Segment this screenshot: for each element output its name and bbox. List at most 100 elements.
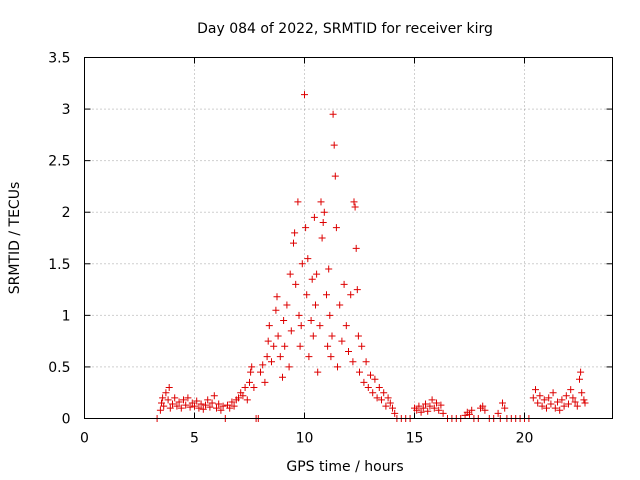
data-point <box>177 404 185 412</box>
data-point <box>307 317 315 325</box>
y-tick-label: 0.5 <box>48 360 70 376</box>
data-point <box>320 208 328 216</box>
data-point <box>331 172 339 180</box>
data-point <box>199 405 207 413</box>
data-point <box>415 402 423 410</box>
grid-lines <box>84 57 613 419</box>
data-point <box>308 275 316 283</box>
data-point <box>318 234 326 242</box>
data-point <box>532 386 539 394</box>
data-point <box>310 213 318 221</box>
data-point <box>273 293 281 301</box>
data-point <box>270 342 278 350</box>
data-point <box>226 404 234 412</box>
data-point <box>336 301 344 309</box>
data-point <box>543 404 550 412</box>
data-point <box>576 375 583 383</box>
data-point <box>554 398 561 406</box>
data-point <box>547 400 555 408</box>
data-point <box>305 353 313 361</box>
axis-ticks <box>84 57 613 419</box>
data-point <box>316 322 324 330</box>
data-point <box>265 322 273 330</box>
data-point <box>268 358 275 366</box>
data-point <box>235 394 242 402</box>
data-point <box>162 389 170 397</box>
data-point <box>328 332 336 340</box>
data-point <box>426 402 434 410</box>
data-point <box>228 398 236 406</box>
data-point <box>342 322 350 330</box>
data-point <box>182 401 190 409</box>
data-point <box>549 389 557 397</box>
data-point <box>261 378 269 386</box>
data-point <box>417 408 425 416</box>
data-point <box>264 337 272 345</box>
data-point <box>580 396 588 404</box>
data-point <box>169 400 176 408</box>
data-point <box>581 399 589 407</box>
data-point <box>386 399 394 407</box>
data-point <box>428 396 436 404</box>
data-point <box>494 409 502 417</box>
data-point <box>184 394 192 402</box>
data-point <box>166 404 174 412</box>
data-point <box>332 224 340 232</box>
data-point <box>304 255 312 263</box>
data-point <box>274 332 282 340</box>
y-tick-label: 1 <box>62 308 71 324</box>
data-point <box>558 396 566 404</box>
data-point <box>241 384 249 392</box>
data-point <box>326 311 334 319</box>
data-point <box>435 406 443 414</box>
data-point <box>297 322 305 330</box>
data-point <box>294 198 302 206</box>
data-point <box>384 394 392 402</box>
data-point <box>424 407 432 415</box>
data-point <box>210 392 218 400</box>
y-tick-label: 1.5 <box>48 257 70 273</box>
data-point <box>319 219 327 227</box>
data-point <box>536 392 544 400</box>
data-point <box>338 337 346 345</box>
data-point <box>349 358 357 366</box>
data-point <box>191 402 198 410</box>
x-tick-label: 10 <box>296 431 314 447</box>
data-point <box>298 260 306 268</box>
data-point <box>560 402 568 410</box>
data-point <box>186 403 194 411</box>
data-point <box>247 368 255 376</box>
data-point <box>290 239 297 247</box>
data-point <box>272 306 280 314</box>
data-point <box>323 291 330 299</box>
data-point <box>345 347 352 355</box>
data-point <box>213 404 220 412</box>
data-point <box>391 409 399 417</box>
data-point <box>437 401 445 409</box>
data-point <box>380 389 388 397</box>
data-point <box>171 394 179 402</box>
data-point <box>577 368 585 376</box>
data-point <box>367 371 374 379</box>
x-tick-label: 15 <box>406 431 424 447</box>
x-tick-label: 20 <box>516 431 534 447</box>
data-point <box>317 198 325 206</box>
data-point <box>325 265 333 273</box>
x-axis-label: GPS time / hours <box>286 459 403 475</box>
data-point <box>302 224 310 232</box>
data-point <box>567 386 575 394</box>
data-point <box>356 368 363 376</box>
data-point <box>324 342 332 350</box>
data-point <box>301 91 308 99</box>
data-point <box>285 363 293 371</box>
data-point <box>246 378 253 386</box>
data-point <box>340 280 348 288</box>
data-point <box>551 404 559 412</box>
data-point <box>243 396 251 404</box>
data-point <box>439 409 447 417</box>
data-point <box>286 270 294 278</box>
data-point <box>263 353 271 361</box>
data-point <box>430 404 438 412</box>
data-point <box>295 311 303 319</box>
